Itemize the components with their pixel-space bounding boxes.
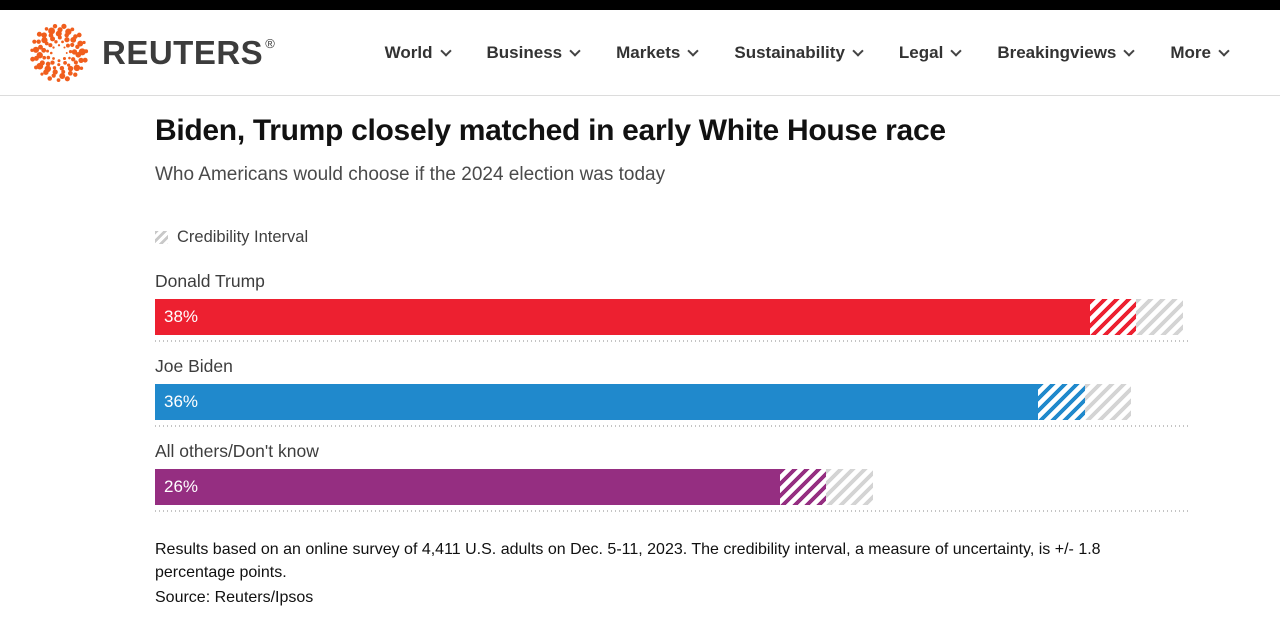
registered-trademark: ® [265,35,275,51]
nav-item-more[interactable]: More [1170,42,1230,63]
chart-source: Source: Reuters/Ipsos [155,588,314,606]
dotted-baseline [155,339,1188,342]
chevron-down-icon [1123,44,1136,57]
dotted-baseline [155,509,1188,512]
bar-solid-segment: 38% [155,298,1090,335]
page-title: Biden, Trump closely matched in early Wh… [155,114,946,147]
hatch-swatch-icon [155,230,168,244]
brand-wordmark: REUTERS ® [102,33,275,71]
nav-item-world[interactable]: World [384,42,452,63]
bar-value: 26% [164,476,199,496]
nav-item-sustainability[interactable]: Sustainability [734,42,864,63]
window-top-edge [0,0,1280,10]
bar-ci-lower-hatch [1038,383,1085,420]
chart-row: Joe Biden 36% [155,356,1188,427]
bar-label: Joe Biden [155,355,233,376]
bar-value: 38% [164,306,199,326]
legend-label: Credibility Interval [177,227,309,246]
chevron-down-icon [569,44,581,57]
bar-value: 36% [164,391,199,411]
bar-solid-segment: 26% [155,468,780,505]
bar-ci-upper-hatch [1084,383,1132,420]
bar-track: 38% [155,298,1188,335]
chevron-down-icon [852,44,864,57]
site-header: REUTERS ® World Business Markets Sustainabil… [0,10,1280,96]
chart-footnote: Results based on an online survey of 4,4… [155,540,1101,581]
nav-item-legal[interactable]: Legal [898,42,962,63]
reuters-home-link[interactable]: REUTERS ® [28,22,275,84]
chevron-down-icon [950,44,962,57]
nav-item-label: Markets [616,42,681,62]
chart-row: Donald Trump 38% [155,271,1188,342]
nav-item-breakingviews[interactable]: Breakingviews [997,42,1136,63]
bar-ci-upper-hatch [1136,298,1183,335]
article-body: Biden, Trump closely matched in early Wh… [0,96,1280,609]
poll-bar-chart: Donald Trump 38% Joe Biden 36% All others/Do… [155,271,1188,512]
nav-item-label: World [384,42,433,62]
reuters-logo-icon [30,23,89,82]
nav-item-business[interactable]: Business [486,42,581,63]
nav-item-label: Business [486,42,563,62]
chevron-down-icon [439,44,452,57]
bar-track: 26% [155,468,1188,505]
nav-item-markets[interactable]: Markets [616,42,700,63]
chevron-down-icon [687,44,700,57]
main-nav: World Business Markets Sustainability Legal B… [385,43,1280,63]
nav-item-label: Legal [898,42,944,62]
chart-row: All others/Don't know 26% [155,441,1188,512]
bar-label: All others/Don't know [155,440,319,461]
bar-solid-segment: 36% [155,383,1039,420]
bar-ci-upper-hatch [826,468,873,505]
chevron-down-icon [1218,44,1230,57]
nav-item-label: Breakingviews [997,42,1117,62]
bar-ci-lower-hatch [1089,298,1137,335]
bar-label: Donald Trump [155,270,265,291]
dotted-baseline [155,424,1188,427]
credibility-interval-legend: Credibility Interval [155,228,1188,247]
nav-item-label: Sustainability [734,42,845,62]
bar-ci-lower-hatch [779,468,827,505]
nav-item-label: More [1170,42,1211,62]
chart-subtitle: Who Americans would choose if the 2024 e… [155,163,666,185]
bar-track: 36% [155,383,1188,420]
